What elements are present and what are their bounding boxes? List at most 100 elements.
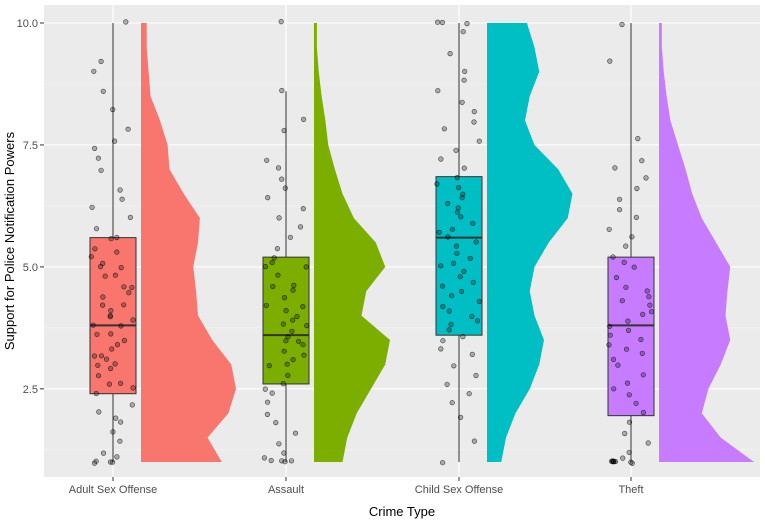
data-point xyxy=(294,313,300,320)
data-point xyxy=(451,363,457,369)
data-point xyxy=(281,450,287,456)
data-point xyxy=(263,302,269,309)
data-point xyxy=(281,348,287,354)
data-point xyxy=(127,214,133,220)
data-point xyxy=(100,88,106,94)
data-point xyxy=(107,314,113,320)
data-point xyxy=(95,155,101,161)
data-point xyxy=(91,460,98,466)
data-point xyxy=(268,457,274,464)
data-point xyxy=(633,400,639,406)
data-point xyxy=(629,460,635,466)
data-point xyxy=(476,138,482,144)
data-point xyxy=(646,294,652,300)
data-point xyxy=(130,385,136,391)
data-point xyxy=(266,363,272,369)
data-point xyxy=(458,414,464,421)
data-point xyxy=(92,246,98,252)
data-point xyxy=(106,381,112,387)
data-point xyxy=(283,338,289,344)
boxplots xyxy=(89,23,655,462)
x-tick-label: Assault xyxy=(268,484,304,496)
data-point xyxy=(473,239,479,245)
data-point xyxy=(606,342,612,348)
data-point xyxy=(108,331,114,337)
data-point xyxy=(438,346,444,352)
data-point xyxy=(461,268,467,275)
data-point xyxy=(123,19,129,25)
data-point xyxy=(292,430,299,436)
data-point xyxy=(114,342,121,348)
data-point xyxy=(281,295,288,301)
data-point xyxy=(287,234,294,240)
data-point xyxy=(438,263,444,269)
data-point xyxy=(279,176,285,182)
data-point xyxy=(129,284,135,291)
data-point xyxy=(280,381,286,387)
data-point xyxy=(453,243,460,249)
data-point xyxy=(440,460,446,466)
data-point xyxy=(284,361,290,367)
x-tick-label: Adult Sex Offense xyxy=(69,484,157,496)
data-point xyxy=(279,87,285,94)
jitter-points xyxy=(88,19,655,466)
density-cloud xyxy=(659,23,754,462)
data-point xyxy=(471,108,477,115)
data-point xyxy=(469,313,475,319)
data-point xyxy=(620,455,626,461)
data-point xyxy=(458,288,465,295)
data-point xyxy=(129,402,135,408)
data-point xyxy=(265,399,271,405)
data-point xyxy=(93,226,100,232)
data-point xyxy=(117,419,124,425)
density-cloud xyxy=(314,23,390,462)
data-point xyxy=(619,298,625,304)
data-point xyxy=(462,68,468,74)
data-point xyxy=(440,303,446,310)
data-point xyxy=(616,196,623,202)
data-point xyxy=(269,390,275,396)
data-point xyxy=(449,226,455,232)
data-point xyxy=(300,304,306,310)
data-point xyxy=(296,338,302,344)
data-point xyxy=(645,440,651,446)
y-tick-label: 7.5 xyxy=(23,140,38,152)
data-point xyxy=(435,88,441,94)
data-point xyxy=(445,234,451,240)
data-point xyxy=(626,419,633,425)
data-point xyxy=(451,260,457,266)
density-clouds xyxy=(141,23,754,462)
data-point xyxy=(471,438,478,444)
data-point xyxy=(610,356,617,363)
data-point xyxy=(274,246,281,252)
y-tick-label: 5.0 xyxy=(23,262,38,274)
data-point xyxy=(96,409,102,415)
data-point xyxy=(276,215,282,221)
data-point xyxy=(623,284,629,290)
data-point xyxy=(107,459,114,465)
data-point xyxy=(455,205,461,211)
data-point xyxy=(264,411,271,418)
data-point xyxy=(612,165,618,171)
data-point xyxy=(103,356,110,362)
data-point xyxy=(108,236,114,242)
data-point xyxy=(276,441,282,447)
data-point xyxy=(94,331,100,337)
data-point xyxy=(470,220,476,226)
data-point xyxy=(625,327,632,334)
data-point xyxy=(607,323,613,329)
data-point xyxy=(473,372,479,379)
data-point xyxy=(438,156,444,162)
data-point xyxy=(98,353,105,359)
data-point xyxy=(458,214,464,220)
data-point xyxy=(647,302,653,308)
data-point xyxy=(288,458,295,464)
data-point xyxy=(440,338,446,344)
data-point xyxy=(110,106,116,113)
data-point xyxy=(98,58,104,65)
x-axis-title: Crime Type xyxy=(369,504,435,519)
data-point xyxy=(121,337,127,344)
data-point xyxy=(606,226,612,232)
density-cloud xyxy=(141,23,236,462)
data-point xyxy=(278,19,284,25)
